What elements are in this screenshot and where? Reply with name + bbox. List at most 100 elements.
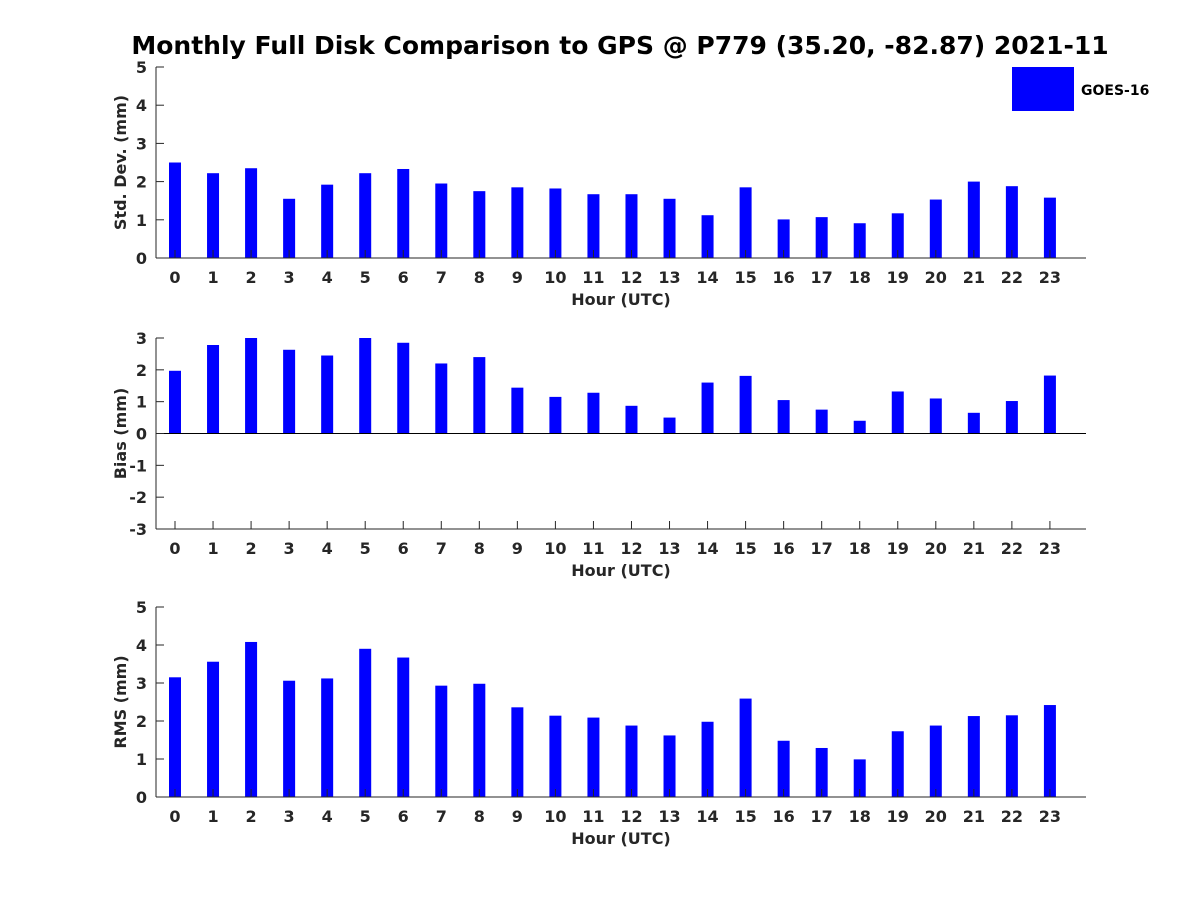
y-axis-label: RMS (mm) [111, 655, 130, 748]
bar-hour-19 [891, 391, 904, 434]
x-tick-label: 5 [360, 807, 371, 826]
bar-hour-16 [777, 740, 790, 797]
x-tick-label: 3 [284, 268, 295, 287]
bar-hour-19 [891, 213, 904, 258]
x-tick-label: 13 [658, 807, 680, 826]
x-tick-label: 22 [1001, 268, 1023, 287]
bar-hour-0 [169, 677, 181, 797]
bar-hour-6 [397, 657, 410, 797]
x-tick-label: 13 [658, 539, 680, 558]
x-tick-label: 0 [169, 807, 180, 826]
bar-hour-6 [397, 342, 410, 434]
bar-hour-12 [625, 725, 638, 797]
x-tick-label: 5 [360, 268, 371, 287]
bar-hour-0 [169, 162, 181, 258]
x-tick-label: 10 [544, 807, 566, 826]
bar-hour-17 [815, 217, 828, 258]
y-tick-label: 4 [136, 636, 147, 655]
x-tick-label: 8 [474, 268, 485, 287]
x-tick-label: 3 [284, 539, 295, 558]
x-tick-label: 9 [512, 539, 523, 558]
y-tick-label: 2 [136, 173, 147, 192]
bar-hour-4 [321, 678, 334, 797]
bar-hour-7 [435, 363, 448, 434]
bar-hour-20 [929, 398, 942, 434]
y-tick-label: 0 [136, 249, 147, 268]
bar-hour-14 [701, 721, 714, 797]
x-tick-label: 19 [887, 807, 909, 826]
bar-hour-3 [283, 680, 296, 797]
y-tick-label: 1 [136, 211, 147, 230]
x-tick-label: 20 [925, 268, 947, 287]
bar-hour-9 [511, 187, 524, 258]
y-tick-label: 3 [136, 674, 147, 693]
y-tick-label: 1 [136, 750, 147, 769]
x-tick-label: 0 [169, 268, 180, 287]
x-tick-label: 22 [1001, 539, 1023, 558]
x-axis-label: Hour (UTC) [571, 561, 671, 580]
x-tick-label: 16 [773, 807, 795, 826]
y-tick-label: 4 [136, 96, 147, 115]
x-tick-label: 19 [887, 539, 909, 558]
bar-hour-20 [929, 199, 942, 258]
bar-hour-7 [435, 183, 448, 258]
bar-hour-21 [967, 716, 980, 797]
y-tick-label: 5 [136, 598, 147, 617]
x-tick-label: 4 [322, 539, 333, 558]
x-tick-label: 21 [963, 268, 985, 287]
x-tick-label: 15 [734, 268, 756, 287]
bar-hour-1 [207, 345, 220, 434]
bar-hour-10 [549, 188, 562, 258]
x-tick-label: 18 [849, 807, 871, 826]
bar-hour-22 [1005, 401, 1018, 434]
bar-hour-13 [663, 417, 676, 434]
x-tick-label: 14 [696, 807, 718, 826]
bar-hour-22 [1005, 715, 1018, 797]
x-tick-label: 1 [207, 268, 218, 287]
y-tick-label: 1 [136, 393, 147, 412]
bar-hour-23 [1043, 705, 1056, 797]
x-tick-label: 9 [512, 807, 523, 826]
x-tick-label: 4 [322, 268, 333, 287]
x-tick-label: 4 [322, 807, 333, 826]
y-tick-label: 3 [136, 329, 147, 348]
y-tick-label: 3 [136, 134, 147, 153]
y-tick-label: 0 [136, 425, 147, 444]
bar-hour-15 [739, 187, 752, 258]
bar-hour-5 [359, 338, 372, 434]
x-tick-label: 23 [1039, 807, 1061, 826]
x-tick-label: 6 [398, 807, 409, 826]
y-tick-label: 2 [136, 712, 147, 731]
x-tick-label: 2 [246, 807, 257, 826]
bar-hour-17 [815, 409, 828, 434]
bar-hour-19 [891, 731, 904, 797]
bar-hour-3 [283, 198, 296, 258]
bar-hour-2 [245, 338, 258, 434]
y-tick-label: 2 [136, 361, 147, 380]
x-tick-label: 11 [582, 268, 604, 287]
x-tick-label: 13 [658, 268, 680, 287]
bar-hour-17 [815, 747, 828, 797]
bar-hour-4 [321, 184, 334, 258]
x-tick-label: 21 [963, 539, 985, 558]
bar-hour-13 [663, 198, 676, 258]
bar-hour-10 [549, 715, 562, 797]
bar-hour-9 [511, 707, 524, 797]
x-tick-label: 16 [773, 539, 795, 558]
bar-hour-14 [701, 215, 714, 258]
x-tick-label: 15 [734, 539, 756, 558]
bar-hour-8 [473, 357, 486, 434]
x-tick-label: 14 [696, 268, 718, 287]
y-tick-label: -3 [129, 520, 147, 539]
x-tick-label: 17 [811, 807, 833, 826]
x-tick-label: 23 [1039, 268, 1061, 287]
y-tick-label: 0 [136, 788, 147, 807]
x-tick-label: 12 [620, 539, 642, 558]
bar-hour-21 [967, 181, 980, 258]
x-tick-label: 7 [436, 268, 447, 287]
legend-label: GOES-16 [1081, 83, 1149, 99]
x-tick-label: 20 [925, 539, 947, 558]
